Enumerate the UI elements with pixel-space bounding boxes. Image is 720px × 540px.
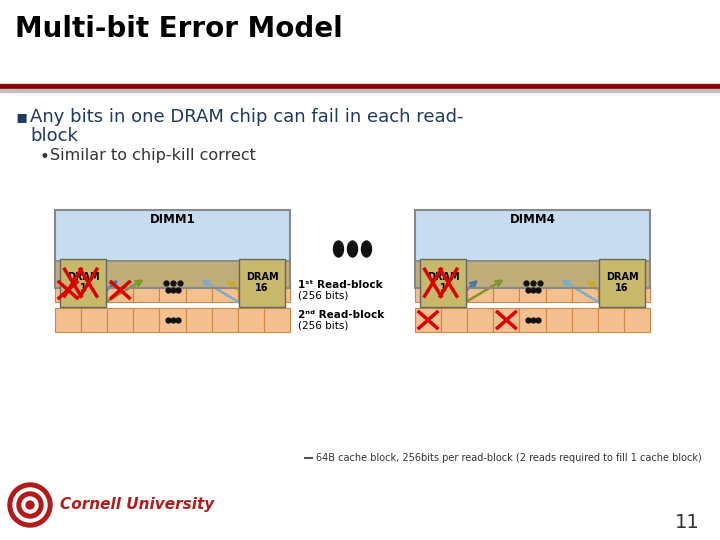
Bar: [133, 278, 159, 302]
Bar: [264, 308, 290, 332]
Text: DIMM4: DIMM4: [510, 213, 555, 226]
Bar: [0, 84, 720, 88]
Bar: [467, 308, 493, 332]
Bar: [572, 308, 598, 332]
Bar: [55, 261, 290, 288]
Bar: [238, 308, 264, 332]
Text: DRAM
1: DRAM 1: [67, 272, 99, 293]
Bar: [598, 308, 624, 332]
Bar: [212, 308, 238, 332]
Bar: [55, 210, 290, 261]
Bar: [239, 259, 285, 307]
Text: Any bits in one DRAM chip can fail in each read-: Any bits in one DRAM chip can fail in ea…: [30, 108, 464, 126]
Text: DIMM1: DIMM1: [150, 213, 195, 226]
Bar: [264, 278, 290, 302]
Bar: [133, 308, 159, 332]
Bar: [493, 278, 519, 302]
Bar: [598, 278, 624, 302]
Bar: [467, 278, 493, 302]
Bar: [159, 308, 186, 332]
Bar: [81, 278, 107, 302]
Text: DRAM
16: DRAM 16: [246, 272, 279, 293]
Bar: [546, 308, 572, 332]
Bar: [107, 308, 133, 332]
Bar: [186, 308, 212, 332]
Bar: [212, 278, 238, 302]
Bar: [186, 278, 212, 302]
Bar: [415, 308, 441, 332]
Bar: [60, 259, 106, 307]
Text: Cornell University: Cornell University: [60, 497, 215, 512]
Text: 11: 11: [675, 512, 700, 531]
Text: block: block: [30, 127, 78, 145]
Text: •: •: [40, 148, 50, 166]
Bar: [420, 259, 466, 307]
Bar: [519, 308, 546, 332]
Bar: [55, 278, 81, 302]
Bar: [55, 210, 290, 288]
Bar: [441, 308, 467, 332]
Circle shape: [8, 483, 52, 527]
Text: Multi-bit Error Model: Multi-bit Error Model: [15, 15, 343, 43]
Text: (256 bits): (256 bits): [298, 321, 348, 331]
Circle shape: [26, 501, 34, 509]
Bar: [441, 278, 467, 302]
Bar: [81, 308, 107, 332]
Circle shape: [13, 488, 47, 522]
Bar: [159, 278, 186, 302]
Ellipse shape: [333, 241, 343, 257]
Circle shape: [17, 492, 43, 518]
Text: 1ˢᵗ Read-block: 1ˢᵗ Read-block: [298, 280, 382, 290]
Text: Similar to chip-kill correct: Similar to chip-kill correct: [50, 148, 256, 163]
Circle shape: [22, 497, 38, 513]
Bar: [0, 89, 720, 92]
Text: ▪: ▪: [15, 108, 27, 126]
Text: DRAM
16: DRAM 16: [606, 272, 639, 293]
Ellipse shape: [361, 241, 372, 257]
Bar: [55, 308, 81, 332]
Text: DRAM
1: DRAM 1: [427, 272, 459, 293]
Bar: [415, 210, 650, 261]
Bar: [415, 278, 441, 302]
Bar: [415, 210, 650, 288]
Bar: [572, 278, 598, 302]
Bar: [624, 308, 650, 332]
Ellipse shape: [348, 241, 358, 257]
Bar: [238, 278, 264, 302]
Bar: [519, 278, 546, 302]
Bar: [599, 259, 645, 307]
Bar: [493, 308, 519, 332]
Text: 2ⁿᵈ Read-block: 2ⁿᵈ Read-block: [298, 310, 384, 320]
Bar: [107, 278, 133, 302]
Text: 64B cache block, 256bits per read-block (2 reads required to fill 1 cache block): 64B cache block, 256bits per read-block …: [316, 453, 702, 463]
Bar: [546, 278, 572, 302]
Bar: [415, 261, 650, 288]
Bar: [624, 278, 650, 302]
Text: (256 bits): (256 bits): [298, 291, 348, 301]
